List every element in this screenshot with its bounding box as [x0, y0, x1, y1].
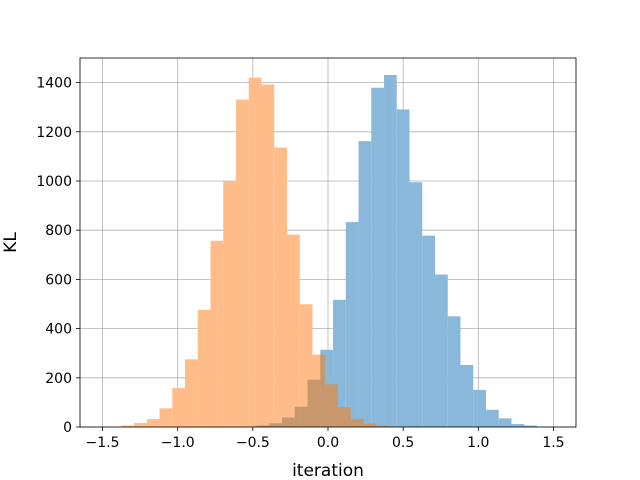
- histogram-bar: [210, 240, 224, 427]
- overlap-bar: [269, 423, 275, 427]
- y-axis-label: KL: [1, 232, 21, 253]
- overlap-bar: [282, 417, 287, 427]
- histogram-bar: [121, 425, 135, 427]
- histogram-bar: [248, 77, 262, 428]
- histogram-bar: [409, 182, 423, 427]
- y-axis-ticks: 0 200 400 600 800 1000 1200 1400: [36, 76, 80, 436]
- overlap-bar: [256, 425, 262, 427]
- y-tick-label: 0: [63, 420, 72, 436]
- overlap-region: [243, 354, 389, 427]
- y-tick-label: 600: [45, 272, 72, 288]
- histogram-bar: [485, 409, 499, 427]
- x-tick-label: −1.0: [161, 435, 195, 451]
- histogram-bar: [524, 425, 537, 427]
- x-axis-label: iteration: [292, 461, 364, 480]
- y-tick-label: 1000: [36, 174, 72, 190]
- histogram-bar: [146, 419, 160, 427]
- overlap-bar: [363, 423, 372, 427]
- y-tick-label: 400: [45, 322, 72, 338]
- overlap-bar: [337, 407, 346, 427]
- histogram-bar: [473, 389, 486, 427]
- histogram-bar: [345, 222, 359, 427]
- histogram-bar: [460, 365, 474, 427]
- overlap-bar: [333, 384, 338, 427]
- histogram-bar: [435, 274, 448, 427]
- histogram-bar: [172, 388, 186, 427]
- histogram-bar: [134, 423, 147, 427]
- histogram-bar: [384, 74, 397, 427]
- histogram-bar: [422, 235, 436, 427]
- y-tick-label: 800: [45, 223, 72, 239]
- histogram-bar: [447, 316, 461, 427]
- overlap-bar: [299, 406, 308, 427]
- x-tick-label: 0.5: [392, 435, 414, 451]
- overlap-bar: [325, 384, 334, 427]
- histogram-bar: [511, 424, 525, 427]
- overlap-bar: [312, 379, 321, 427]
- overlap-bar: [261, 425, 270, 427]
- overlap-bar: [294, 406, 300, 427]
- y-tick-label: 1400: [36, 76, 72, 92]
- overlap-bar: [286, 417, 295, 427]
- x-tick-label: 0.0: [317, 435, 339, 451]
- x-axis-ticks: −1.5 −1.0 −0.5 0.0 0.5 1.0 1.5: [86, 427, 565, 451]
- overlap-bar: [320, 354, 326, 427]
- overlap-bar: [376, 425, 385, 427]
- histogram-bar: [371, 87, 385, 428]
- histogram-bar: [159, 408, 173, 427]
- y-tick-label: 1200: [36, 125, 72, 141]
- histogram-bar: [286, 234, 300, 427]
- x-tick-label: 1.0: [467, 435, 489, 451]
- x-tick-label: 1.5: [542, 435, 564, 451]
- overlap-bar: [371, 423, 377, 427]
- overlap-bar: [274, 423, 283, 427]
- histogram-bar: [261, 84, 275, 428]
- overlap-bar: [358, 418, 364, 427]
- histogram-bar: [358, 141, 372, 427]
- x-tick-label: −1.5: [86, 435, 120, 451]
- histogram-bar: [498, 418, 512, 427]
- histogram-bar: [185, 359, 198, 427]
- histogram-bar: [197, 309, 211, 427]
- histogram-bar: [396, 109, 410, 427]
- y-tick-label: 200: [45, 371, 72, 387]
- overlap-bar: [384, 425, 389, 427]
- overlap-bar: [307, 379, 313, 427]
- histogram-bar: [274, 147, 287, 427]
- histogram-bar: [236, 99, 249, 427]
- overlap-bar: [345, 407, 351, 427]
- histogram-bar: [223, 180, 237, 427]
- overlap-bar: [350, 418, 359, 427]
- x-tick-label: −0.5: [236, 435, 270, 451]
